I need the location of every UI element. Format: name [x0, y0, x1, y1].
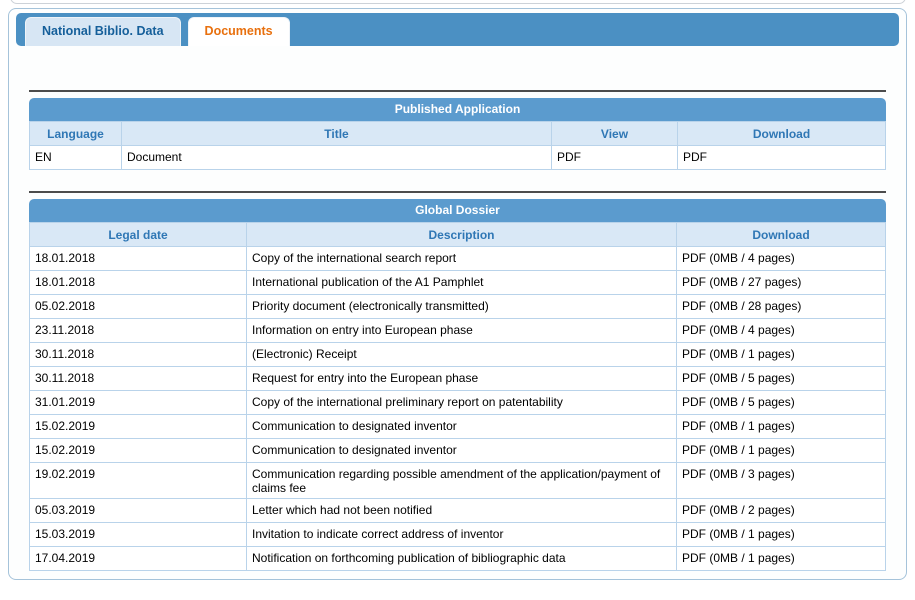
table-row: 18.01.2018 International publication of … [29, 270, 886, 295]
description-cell: Notification on forthcoming publication … [246, 546, 677, 571]
legal-date-cell: 23.11.2018 [29, 318, 247, 343]
global-dossier-table: Legal date Description Download 18.01.20… [29, 222, 886, 571]
download-pdf-link[interactable]: PDF (0MB / 28 pages) [676, 294, 886, 319]
download-pdf-link[interactable]: PDF (0MB / 4 pages) [676, 318, 886, 343]
column-header-legal-date: Legal date [29, 222, 247, 247]
legal-date-cell: 17.04.2019 [29, 546, 247, 571]
tab-documents[interactable]: Documents [187, 17, 290, 46]
table-row: 05.02.2018 Priority document (electronic… [29, 294, 886, 319]
table-row: EN Document PDF PDF [29, 145, 886, 170]
content-area: Published Application Language Title Vie… [9, 90, 906, 571]
table-row: 15.02.2019 Communication to designated i… [29, 414, 886, 439]
description-cell: Letter which had not been notified [246, 498, 677, 523]
tab-bar: National Biblio. Data Documents [16, 13, 899, 46]
column-header-download: Download [676, 222, 886, 247]
table-row: 05.03.2019 Letter which had not been not… [29, 498, 886, 523]
description-cell: International publication of the A1 Pamp… [246, 270, 677, 295]
table-row: 31.01.2019 Copy of the international pre… [29, 390, 886, 415]
download-pdf-link[interactable]: PDF [677, 145, 886, 170]
column-header-description: Description [246, 222, 677, 247]
published-application-title: Published Application [29, 98, 886, 121]
legal-date-cell: 19.02.2019 [29, 462, 247, 499]
column-header-language: Language [29, 121, 122, 146]
legal-date-cell: 31.01.2019 [29, 390, 247, 415]
table-header-row: Language Title View Download [29, 121, 886, 146]
table-row: 30.11.2018 Request for entry into the Eu… [29, 366, 886, 391]
description-cell: Priority document (electronically transm… [246, 294, 677, 319]
table-row: 30.11.2018 (Electronic) Receipt PDF (0MB… [29, 342, 886, 367]
legal-date-cell: 15.02.2019 [29, 438, 247, 463]
legal-date-cell: 15.03.2019 [29, 522, 247, 547]
language-cell: EN [29, 145, 122, 170]
legal-date-cell: 18.01.2018 [29, 270, 247, 295]
column-header-title: Title [121, 121, 552, 146]
download-pdf-link[interactable]: PDF (0MB / 2 pages) [676, 498, 886, 523]
view-pdf-link[interactable]: PDF [551, 145, 678, 170]
download-pdf-link[interactable]: PDF (0MB / 1 pages) [676, 546, 886, 571]
description-cell: Communication regarding possible amendme… [246, 462, 677, 499]
download-pdf-link[interactable]: PDF (0MB / 5 pages) [676, 366, 886, 391]
description-cell: (Electronic) Receipt [246, 342, 677, 367]
description-cell: Communication to designated inventor [246, 414, 677, 439]
section-divider [29, 90, 886, 92]
table-row: 19.02.2019 Communication regarding possi… [29, 462, 886, 499]
column-header-download: Download [677, 121, 886, 146]
description-cell: Copy of the international preliminary re… [246, 390, 677, 415]
column-header-view: View [551, 121, 678, 146]
description-cell: Invitation to indicate correct address o… [246, 522, 677, 547]
download-pdf-link[interactable]: PDF (0MB / 5 pages) [676, 390, 886, 415]
table-row: 15.02.2019 Communication to designated i… [29, 438, 886, 463]
global-dossier-title: Global Dossier [29, 199, 886, 222]
download-pdf-link[interactable]: PDF (0MB / 1 pages) [676, 414, 886, 439]
documents-panel: National Biblio. Data Documents Publishe… [8, 8, 907, 580]
table-row: 15.03.2019 Invitation to indicate correc… [29, 522, 886, 547]
download-pdf-link[interactable]: PDF (0MB / 1 pages) [676, 438, 886, 463]
table-header-row: Legal date Description Download [29, 222, 886, 247]
download-pdf-link[interactable]: PDF (0MB / 1 pages) [676, 522, 886, 547]
legal-date-cell: 05.03.2019 [29, 498, 247, 523]
section-divider [29, 191, 886, 193]
legal-date-cell: 30.11.2018 [29, 342, 247, 367]
description-cell: Copy of the international search report [246, 246, 677, 271]
tab-national-biblio-data[interactable]: National Biblio. Data [25, 17, 181, 46]
legal-date-cell: 15.02.2019 [29, 414, 247, 439]
previous-panel-bottom-edge [10, 0, 906, 4]
legal-date-cell: 30.11.2018 [29, 366, 247, 391]
description-cell: Request for entry into the European phas… [246, 366, 677, 391]
download-pdf-link[interactable]: PDF (0MB / 1 pages) [676, 342, 886, 367]
legal-date-cell: 05.02.2018 [29, 294, 247, 319]
description-cell: Communication to designated inventor [246, 438, 677, 463]
table-row: 18.01.2018 Copy of the international sea… [29, 246, 886, 271]
title-cell: Document [121, 145, 552, 170]
download-pdf-link[interactable]: PDF (0MB / 27 pages) [676, 270, 886, 295]
published-application-table: Language Title View Download EN Document… [29, 121, 886, 170]
download-pdf-link[interactable]: PDF (0MB / 3 pages) [676, 462, 886, 499]
description-cell: Information on entry into European phase [246, 318, 677, 343]
table-row: 17.04.2019 Notification on forthcoming p… [29, 546, 886, 571]
legal-date-cell: 18.01.2018 [29, 246, 247, 271]
table-row: 23.11.2018 Information on entry into Eur… [29, 318, 886, 343]
download-pdf-link[interactable]: PDF (0MB / 4 pages) [676, 246, 886, 271]
